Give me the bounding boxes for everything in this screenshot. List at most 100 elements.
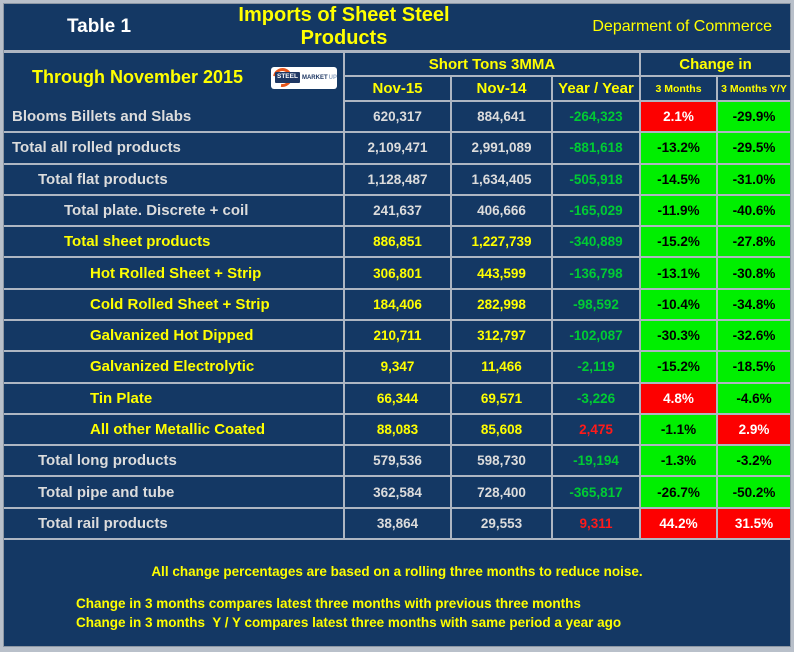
product-label: Galvanized Electrolytic bbox=[4, 352, 345, 382]
year-over-year-value: -881,618 bbox=[553, 133, 641, 163]
table-row: Total flat products 1,128,487 1,634,405 -50… bbox=[4, 164, 790, 196]
year-over-year-value: -264,323 bbox=[553, 102, 641, 132]
change-3-months-cell: 2.1% bbox=[641, 102, 718, 132]
nov15-value: 241,637 bbox=[345, 195, 452, 226]
period-label: Through November 2015 bbox=[32, 67, 244, 87]
change-3-months-yy-cell: -30.8% bbox=[718, 258, 790, 288]
product-label: Total all rolled products bbox=[4, 133, 345, 163]
col-header-year-year: Year / Year bbox=[553, 77, 641, 100]
change-3-months-cell: -13.2% bbox=[641, 133, 718, 163]
col-header-3-months-yy: 3 Months Y/Y bbox=[721, 82, 787, 95]
change-3-months-cell: -14.5% bbox=[641, 164, 718, 194]
change-3-months-cell: -15.2% bbox=[641, 352, 718, 382]
product-label: Total pipe and tube bbox=[4, 477, 345, 507]
year-over-year-value: -102,087 bbox=[553, 320, 641, 351]
table-row: Total sheet products 886,851 1,227,739 -340… bbox=[4, 227, 790, 259]
change-3-months-yy-cell: -29.5% bbox=[718, 133, 790, 163]
nov14-value: 282,998 bbox=[452, 289, 553, 319]
nov15-value: 9,347 bbox=[345, 352, 452, 382]
data-source-label: Deparment of Commerce bbox=[592, 18, 772, 35]
nov14-value: 406,666 bbox=[452, 195, 553, 226]
nov14-value: 29,553 bbox=[452, 508, 553, 538]
table-row: Cold Rolled Sheet + Strip 184,406 282,998-… bbox=[4, 289, 790, 321]
change-3-months-cell: 44.2% bbox=[641, 508, 718, 538]
change-3-months-yy-cell: -3.2% bbox=[718, 446, 790, 476]
page-title: Imports of Sheet Steel Products bbox=[238, 4, 450, 49]
product-label: Galvanized Hot Dipped bbox=[4, 320, 345, 351]
nov15-value: 306,801 bbox=[345, 258, 452, 288]
change-3-months-yy-cell: 2.9% bbox=[718, 414, 790, 445]
table-row: Galvanized Hot Dipped 210,711 312,797 -102,… bbox=[4, 320, 790, 353]
change-3-months-yy-cell: -27.8% bbox=[718, 227, 790, 257]
change-3-months-yy-cell: -50.2% bbox=[718, 477, 790, 507]
year-over-year-value: -505,918 bbox=[553, 164, 641, 194]
change-3-months-yy-cell: -18.5% bbox=[718, 352, 790, 382]
nov15-value: 210,711 bbox=[345, 320, 452, 351]
nov14-value: 11,466 bbox=[452, 352, 553, 382]
change-3-months-cell: -30.3% bbox=[641, 320, 718, 351]
header-column-row: Nov-15 Nov-14 Year / Year 3 Months 3 Mon… bbox=[345, 77, 790, 102]
table-body: Blooms Billets and Slabs 620,317 884,641 -2… bbox=[4, 102, 790, 540]
table-row: Total all rolled products 2,109,471 2,991,… bbox=[4, 133, 790, 165]
nov14-value: 884,641 bbox=[452, 102, 553, 132]
change-3-months-cell: -1.3% bbox=[641, 446, 718, 476]
nov15-value: 88,083 bbox=[345, 414, 452, 445]
footnotes: All change percentages are based on a ro… bbox=[4, 540, 790, 646]
nov14-value: 1,634,405 bbox=[452, 164, 553, 194]
table-number: Table 1 bbox=[66, 16, 132, 37]
period-cell: Through November 2015 STEEL MARKET UPDAT… bbox=[4, 53, 345, 102]
product-label: Total rail products bbox=[4, 508, 345, 538]
col-header-3-months: 3 Months bbox=[641, 77, 718, 100]
year-over-year-value: -98,592 bbox=[553, 289, 641, 319]
nov15-value: 184,406 bbox=[345, 289, 452, 319]
footnote-3-months: Change in 3 months compares latest three… bbox=[76, 596, 581, 611]
col-header-nov15: Nov-15 bbox=[345, 77, 452, 100]
title-band: Table 1 Imports of Sheet Steel Products … bbox=[4, 4, 790, 53]
nov14-value: 1,227,739 bbox=[452, 227, 553, 257]
footnote-main: All change percentages are based on a ro… bbox=[151, 564, 643, 579]
nov15-value: 620,317 bbox=[345, 102, 452, 132]
year-over-year-value: -3,226 bbox=[553, 383, 641, 413]
product-label: Total flat products bbox=[4, 164, 345, 194]
nov15-value: 1,128,487 bbox=[345, 164, 452, 194]
product-label: Blooms Billets and Slabs bbox=[4, 102, 345, 132]
change-3-months-cell: 4.8% bbox=[641, 383, 718, 413]
product-label: Cold Rolled Sheet + Strip bbox=[4, 289, 345, 319]
change-3-months-cell: -15.2% bbox=[641, 227, 718, 257]
nov14-value: 443,599 bbox=[452, 258, 553, 288]
product-label: All other Metallic Coated bbox=[4, 414, 345, 445]
nov14-value: 312,797 bbox=[452, 320, 553, 351]
change-3-months-yy-cell: -34.8% bbox=[718, 289, 790, 319]
nov15-value: 66,344 bbox=[345, 383, 452, 413]
year-over-year-value: -19,194 bbox=[553, 446, 641, 476]
year-over-year-value: 9,311 bbox=[553, 508, 641, 538]
product-label: Total long products bbox=[4, 446, 345, 476]
table-row: Total plate. Discrete + coil 241,637 406,6… bbox=[4, 195, 790, 228]
change-3-months-yy-cell: -32.6% bbox=[718, 320, 790, 351]
col-header-nov14: Nov-14 bbox=[452, 77, 553, 100]
table-row: Total long products 579,536 598,730 -19,194… bbox=[4, 446, 790, 478]
product-label: Total plate. Discrete + coil bbox=[4, 195, 345, 226]
logo-market-text: MARKET bbox=[301, 74, 328, 81]
nov15-value: 579,536 bbox=[345, 446, 452, 476]
change-3-months-cell: -13.1% bbox=[641, 258, 718, 288]
change-3-months-yy-cell: -4.6% bbox=[718, 383, 790, 413]
group-header-short-tons: Short Tons 3MMA bbox=[345, 53, 641, 75]
table-row: All other Metallic Coated 88,083 85,608 2,4… bbox=[4, 414, 790, 447]
change-3-months-cell: -11.9% bbox=[641, 195, 718, 226]
footnote-3-months-yy: Change in 3 months Y / Y compares latest… bbox=[76, 615, 622, 630]
year-over-year-value: -165,029 bbox=[553, 195, 641, 226]
product-label: Total sheet products bbox=[4, 227, 345, 257]
table-row: Total rail products 38,864 29,553 9,311 44.2… bbox=[4, 508, 790, 540]
change-3-months-yy-cell: -31.0% bbox=[718, 164, 790, 194]
table-row: Total pipe and tube 362,584 728,400 -365,81… bbox=[4, 477, 790, 509]
product-label: Tin Plate bbox=[4, 383, 345, 413]
nov14-value: 2,991,089 bbox=[452, 133, 553, 163]
logo-steel-text: STEEL bbox=[275, 72, 300, 83]
table-row: Hot Rolled Sheet + Strip 306,801 443,599 -1… bbox=[4, 258, 790, 290]
nov14-value: 598,730 bbox=[452, 446, 553, 476]
year-over-year-value: -2,119 bbox=[553, 352, 641, 382]
nov14-value: 69,571 bbox=[452, 383, 553, 413]
product-label: Hot Rolled Sheet + Strip bbox=[4, 258, 345, 288]
change-3-months-cell: -1.1% bbox=[641, 414, 718, 445]
